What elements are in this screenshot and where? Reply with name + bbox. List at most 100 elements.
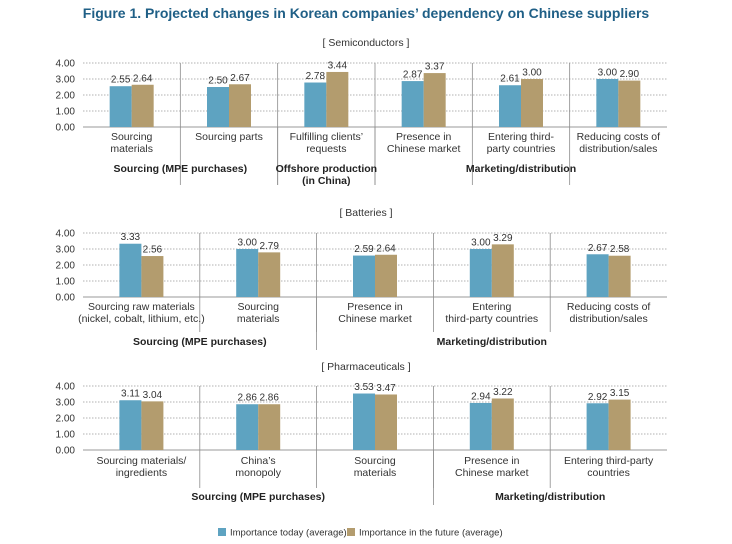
- bar-today: [109, 86, 132, 127]
- figure-title: Figure 1. Projected changes in Korean co…: [82, 5, 650, 21]
- category-label: Entering third-: [488, 131, 554, 143]
- category-label: Presence in: [464, 455, 520, 467]
- value-label-future: 3.22: [493, 387, 513, 398]
- bar-today: [401, 81, 424, 127]
- value-label-today: 2.92: [588, 392, 608, 403]
- y-tick-label: 2.00: [56, 91, 76, 102]
- y-tick-label: 0.00: [56, 446, 76, 457]
- legend-swatch-future: [347, 528, 355, 536]
- value-label-today: 2.87: [403, 70, 423, 81]
- bar-future: [491, 244, 514, 297]
- y-tick-label: 4.00: [56, 382, 76, 393]
- value-label-today: 2.67: [588, 243, 608, 254]
- category-label: Sourcing: [354, 455, 396, 467]
- y-tick-label: 3.00: [56, 398, 76, 409]
- bar-future: [521, 79, 543, 127]
- value-label-today: 2.59: [354, 244, 374, 255]
- bar-today: [353, 255, 375, 297]
- value-label-future: 3.00: [522, 68, 542, 79]
- bar-today: [469, 402, 492, 450]
- bar-today: [236, 404, 259, 450]
- bar-today: [119, 400, 142, 450]
- category-label: Chinese market: [387, 143, 461, 155]
- group-label: Marketing/distribution: [466, 163, 576, 175]
- value-label-today: 2.55: [111, 75, 131, 86]
- value-label-future: 3.47: [376, 383, 396, 394]
- category-label: materials: [354, 467, 397, 479]
- bar-future: [258, 404, 281, 450]
- bar-today: [596, 79, 619, 127]
- value-label-today: 2.94: [471, 391, 491, 402]
- value-label-future: 3.37: [425, 62, 445, 73]
- category-label: Sourcing parts: [195, 131, 263, 143]
- y-tick-label: 2.00: [56, 261, 76, 272]
- category-label: Entering: [472, 301, 511, 313]
- bar-today: [119, 243, 142, 297]
- category-label: party countries: [487, 143, 556, 155]
- bar-future: [141, 401, 164, 450]
- y-tick-label: 1.00: [56, 277, 76, 288]
- value-label-today: 3.33: [121, 232, 141, 243]
- category-label: materials: [237, 313, 280, 325]
- group-label: Sourcing (MPE purchases): [191, 491, 325, 503]
- y-tick-label: 4.00: [56, 229, 76, 240]
- legend-swatch-today: [218, 528, 226, 536]
- value-label-today: 3.53: [354, 382, 374, 393]
- legend-label-today: Importance today (average): [230, 528, 347, 539]
- category-label: Presence in: [396, 131, 452, 143]
- bar-future: [258, 252, 281, 297]
- category-label: requests: [306, 143, 346, 155]
- bar-future: [141, 256, 164, 297]
- value-label-future: 2.64: [376, 243, 396, 254]
- bar-future: [131, 84, 154, 127]
- bar-future: [326, 71, 349, 127]
- category-label: Chinese market: [455, 467, 529, 479]
- value-label-today: 2.78: [306, 71, 326, 82]
- y-tick-label: 1.00: [56, 107, 76, 118]
- value-label-today: 2.61: [500, 74, 520, 85]
- category-label: Sourcing materials/: [96, 455, 186, 467]
- bar-today: [353, 393, 375, 450]
- value-label-future: 2.86: [259, 393, 279, 404]
- bar-today: [499, 85, 521, 127]
- value-label-today: 3.11: [121, 389, 140, 400]
- y-tick-label: 1.00: [56, 430, 76, 441]
- value-label-future: 2.64: [133, 73, 153, 84]
- value-label-today: 3.00: [471, 238, 491, 249]
- bar-today: [586, 403, 609, 450]
- y-tick-label: 0.00: [56, 293, 76, 304]
- value-label-today: 3.00: [598, 68, 618, 79]
- value-label-future: 3.44: [328, 60, 348, 71]
- value-label-future: 3.04: [143, 390, 163, 401]
- bar-future: [375, 394, 397, 450]
- group-label: Marketing/distribution: [495, 491, 605, 503]
- section-title: [ Batteries ]: [339, 207, 392, 219]
- bar-future: [229, 84, 251, 127]
- category-label: Sourcing raw materials: [88, 301, 195, 313]
- bar-future: [491, 398, 514, 450]
- value-label-future: 3.29: [493, 233, 513, 244]
- group-label: Marketing/distribution: [437, 336, 547, 348]
- bar-today: [469, 249, 492, 297]
- category-label: distribution/sales: [569, 313, 647, 325]
- value-label-future: 3.15: [610, 388, 630, 399]
- category-label: monopoly: [235, 467, 281, 479]
- category-label: distribution/sales: [579, 143, 657, 155]
- group-label: (in China): [302, 175, 350, 187]
- y-tick-label: 3.00: [56, 245, 76, 256]
- y-tick-label: 4.00: [56, 59, 76, 70]
- y-tick-label: 3.00: [56, 75, 76, 86]
- category-label: Reducing costs of: [577, 131, 661, 143]
- category-label: (nickel, cobalt, lithium, etc.): [78, 313, 205, 325]
- y-tick-label: 0.00: [56, 123, 76, 134]
- bar-future: [618, 80, 641, 127]
- group-label: Sourcing (MPE purchases): [133, 336, 267, 348]
- value-label-today: 2.50: [208, 76, 228, 87]
- bar-today: [207, 87, 229, 127]
- category-label: third-party countries: [445, 313, 538, 325]
- value-label-future: 2.58: [610, 244, 630, 255]
- value-label-today: 2.86: [237, 393, 257, 404]
- value-label-future: 2.56: [143, 245, 163, 256]
